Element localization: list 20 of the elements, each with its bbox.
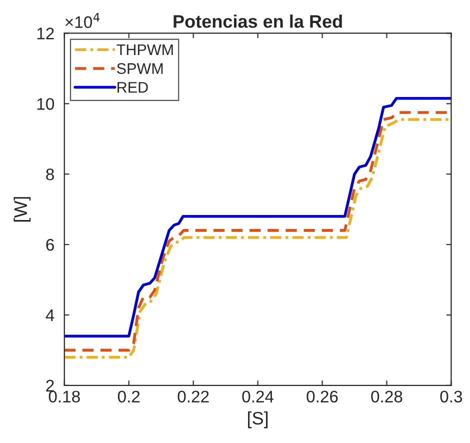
legend-label: RED bbox=[118, 82, 148, 93]
x-tick-label: 0.2 bbox=[118, 390, 140, 403]
legend-label: SPWM bbox=[117, 63, 163, 74]
y-tick-label: 2 bbox=[46, 380, 54, 392]
chart-title: Potencias en la Red bbox=[174, 14, 342, 28]
y-tick-label: 8 bbox=[46, 168, 54, 180]
text: ×10$^{4}$ bbox=[66, 13, 100, 28]
y-tick-label: 4 bbox=[46, 310, 54, 322]
x-tick-label: 0.3 bbox=[440, 390, 462, 403]
y-axis-title: [W] bbox=[14, 197, 31, 222]
y-tick-label: 6 bbox=[46, 238, 54, 251]
x-tick-label: 0.24 bbox=[242, 390, 274, 403]
legend-label: THPWM bbox=[116, 44, 173, 55]
x-tick-label: 0.28 bbox=[371, 390, 402, 403]
y-tick-label: 10 bbox=[37, 98, 54, 110]
y-tick-label: 12 bbox=[37, 28, 54, 40]
x-tick-label: 0.26 bbox=[306, 390, 338, 403]
x-tick-label: 0.18 bbox=[48, 390, 80, 403]
x-tick-label: 0.22 bbox=[178, 390, 209, 403]
x-axis-title: [S] bbox=[248, 411, 268, 428]
